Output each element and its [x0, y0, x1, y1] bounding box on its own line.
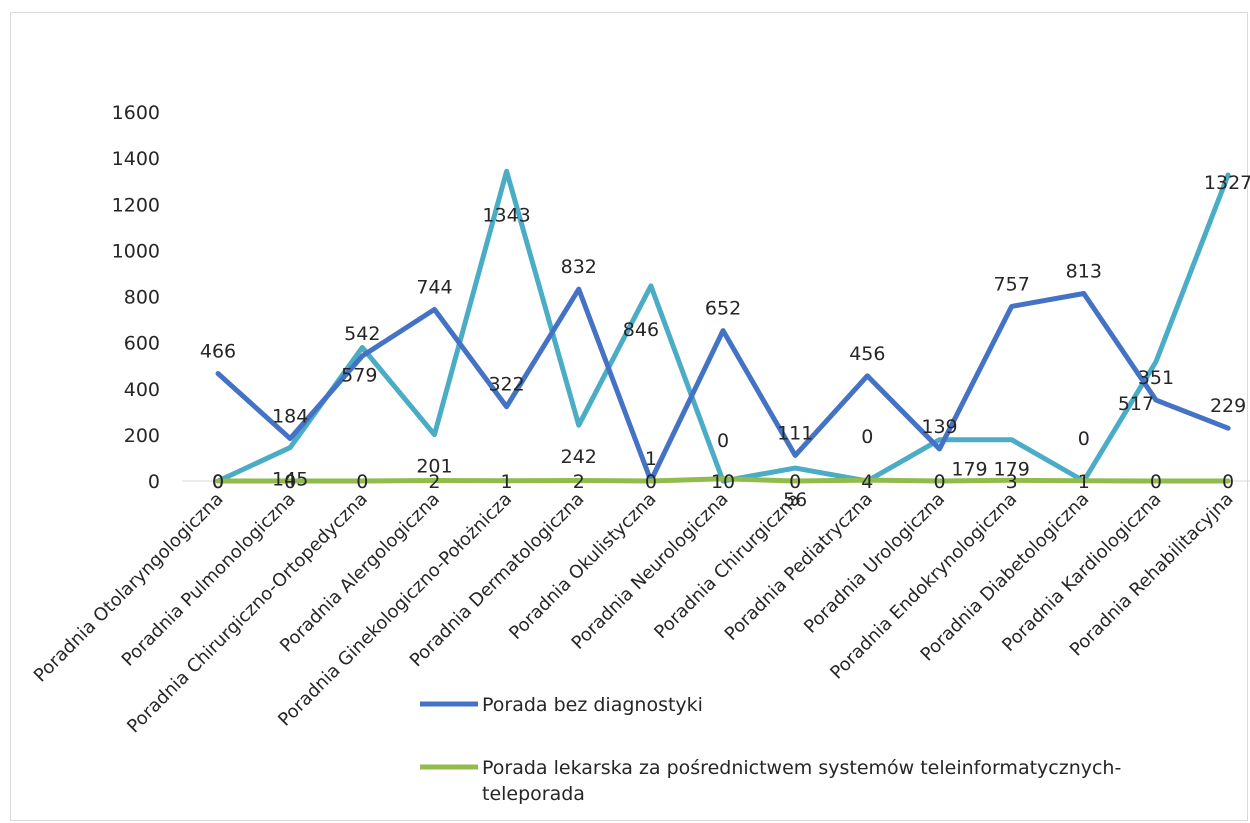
data-label-series-1: 466 — [200, 341, 236, 363]
y-tick-label: 1400 — [112, 148, 160, 170]
data-label-series-1: 744 — [416, 276, 452, 298]
data-label-series-2: 1343 — [482, 204, 530, 226]
x-category-label: Poradnia Okulistyczna — [505, 489, 660, 644]
data-label-series-1: 542 — [344, 323, 380, 345]
data-labels: 4661845427443228321652111456139757813351… — [200, 172, 1250, 511]
data-label-series-3: 4 — [861, 471, 873, 493]
data-label-series-2: 179 — [951, 459, 987, 481]
data-label-series-1: 652 — [705, 298, 741, 320]
data-label-series-1: 351 — [1138, 367, 1174, 389]
data-label-series-3: 3 — [1006, 471, 1018, 493]
series-line-1 — [215, 286, 1231, 484]
series-line-3 — [215, 476, 1231, 484]
data-label-series-2: 1327 — [1204, 172, 1250, 194]
y-tick-label: 1600 — [112, 102, 160, 124]
data-label-series-1: 229 — [1210, 395, 1246, 417]
data-label-series-1: 322 — [488, 374, 524, 396]
data-label-series-2: 0 — [861, 426, 873, 448]
x-category-label: Poradnia Pediatryczna — [721, 489, 877, 645]
data-label-series-3: 0 — [933, 471, 945, 493]
y-tick-label: 1000 — [112, 240, 160, 262]
legend: Porada bez diagnostyki Porada lekarska z… — [420, 694, 1121, 805]
y-tick-label: 1200 — [112, 194, 160, 216]
data-label-series-2: 0 — [212, 471, 224, 493]
data-label-series-3: 1 — [501, 471, 513, 493]
data-label-series-2: 56 — [783, 489, 807, 511]
y-tick-label: 800 — [124, 287, 160, 309]
x-category-label: Poradnia Urologiczna — [800, 489, 949, 638]
data-label-series-2: 0 — [1078, 428, 1090, 450]
data-label-series-3: 0 — [789, 471, 801, 493]
legend-label-series-3-line1: Porada lekarska za pośrednictwem systemó… — [482, 757, 1121, 779]
data-label-series-1: 111 — [777, 422, 813, 444]
data-label-series-2: 201 — [416, 456, 452, 478]
data-label-series-2: 179 — [994, 459, 1030, 481]
y-axis-ticks: 0 200 400 600 800 1000 1200 1400 1600 — [112, 102, 160, 493]
y-tick-label: 200 — [124, 425, 160, 447]
data-label-series-3: 1 — [1078, 471, 1090, 493]
data-label-series-1: 139 — [921, 416, 957, 438]
data-label-series-2: 517 — [1118, 393, 1154, 415]
data-label-series-1: 1 — [645, 448, 657, 470]
data-label-series-1: 456 — [849, 343, 885, 365]
data-label-series-1: 813 — [1066, 261, 1102, 283]
data-label-series-2: 579 — [341, 364, 377, 386]
data-label-series-3: 2 — [573, 471, 585, 493]
data-label-series-2: 0 — [717, 430, 729, 452]
legend-label-series-1: Porada bez diagnostyki — [482, 694, 703, 716]
data-label-series-1: 184 — [272, 406, 308, 428]
data-label-series-3: 0 — [356, 471, 368, 493]
data-label-series-3: 0 — [1150, 471, 1162, 493]
data-label-series-2: 846 — [623, 319, 659, 341]
x-category-label: Poradnia Chirurgiczna — [650, 489, 804, 643]
y-tick-label: 400 — [124, 379, 160, 401]
legend-label-series-3-line2: teleporada — [482, 783, 585, 805]
data-label-series-1: 832 — [561, 256, 597, 278]
data-label-series-3: 2 — [428, 471, 440, 493]
y-tick-label: 600 — [124, 333, 160, 355]
y-tick-label: 0 — [148, 471, 160, 493]
data-label-series-3: 0 — [1222, 471, 1234, 493]
series-lines — [215, 168, 1231, 484]
data-label-series-3: 10 — [711, 471, 735, 493]
data-label-series-3: 0 — [645, 471, 657, 493]
data-label-series-2: 145 — [272, 469, 308, 491]
data-label-series-2: 242 — [561, 446, 597, 468]
data-label-series-3: 0 — [284, 471, 296, 493]
data-label-series-1: 757 — [994, 273, 1030, 295]
data-label-series-3: 0 — [212, 471, 224, 493]
